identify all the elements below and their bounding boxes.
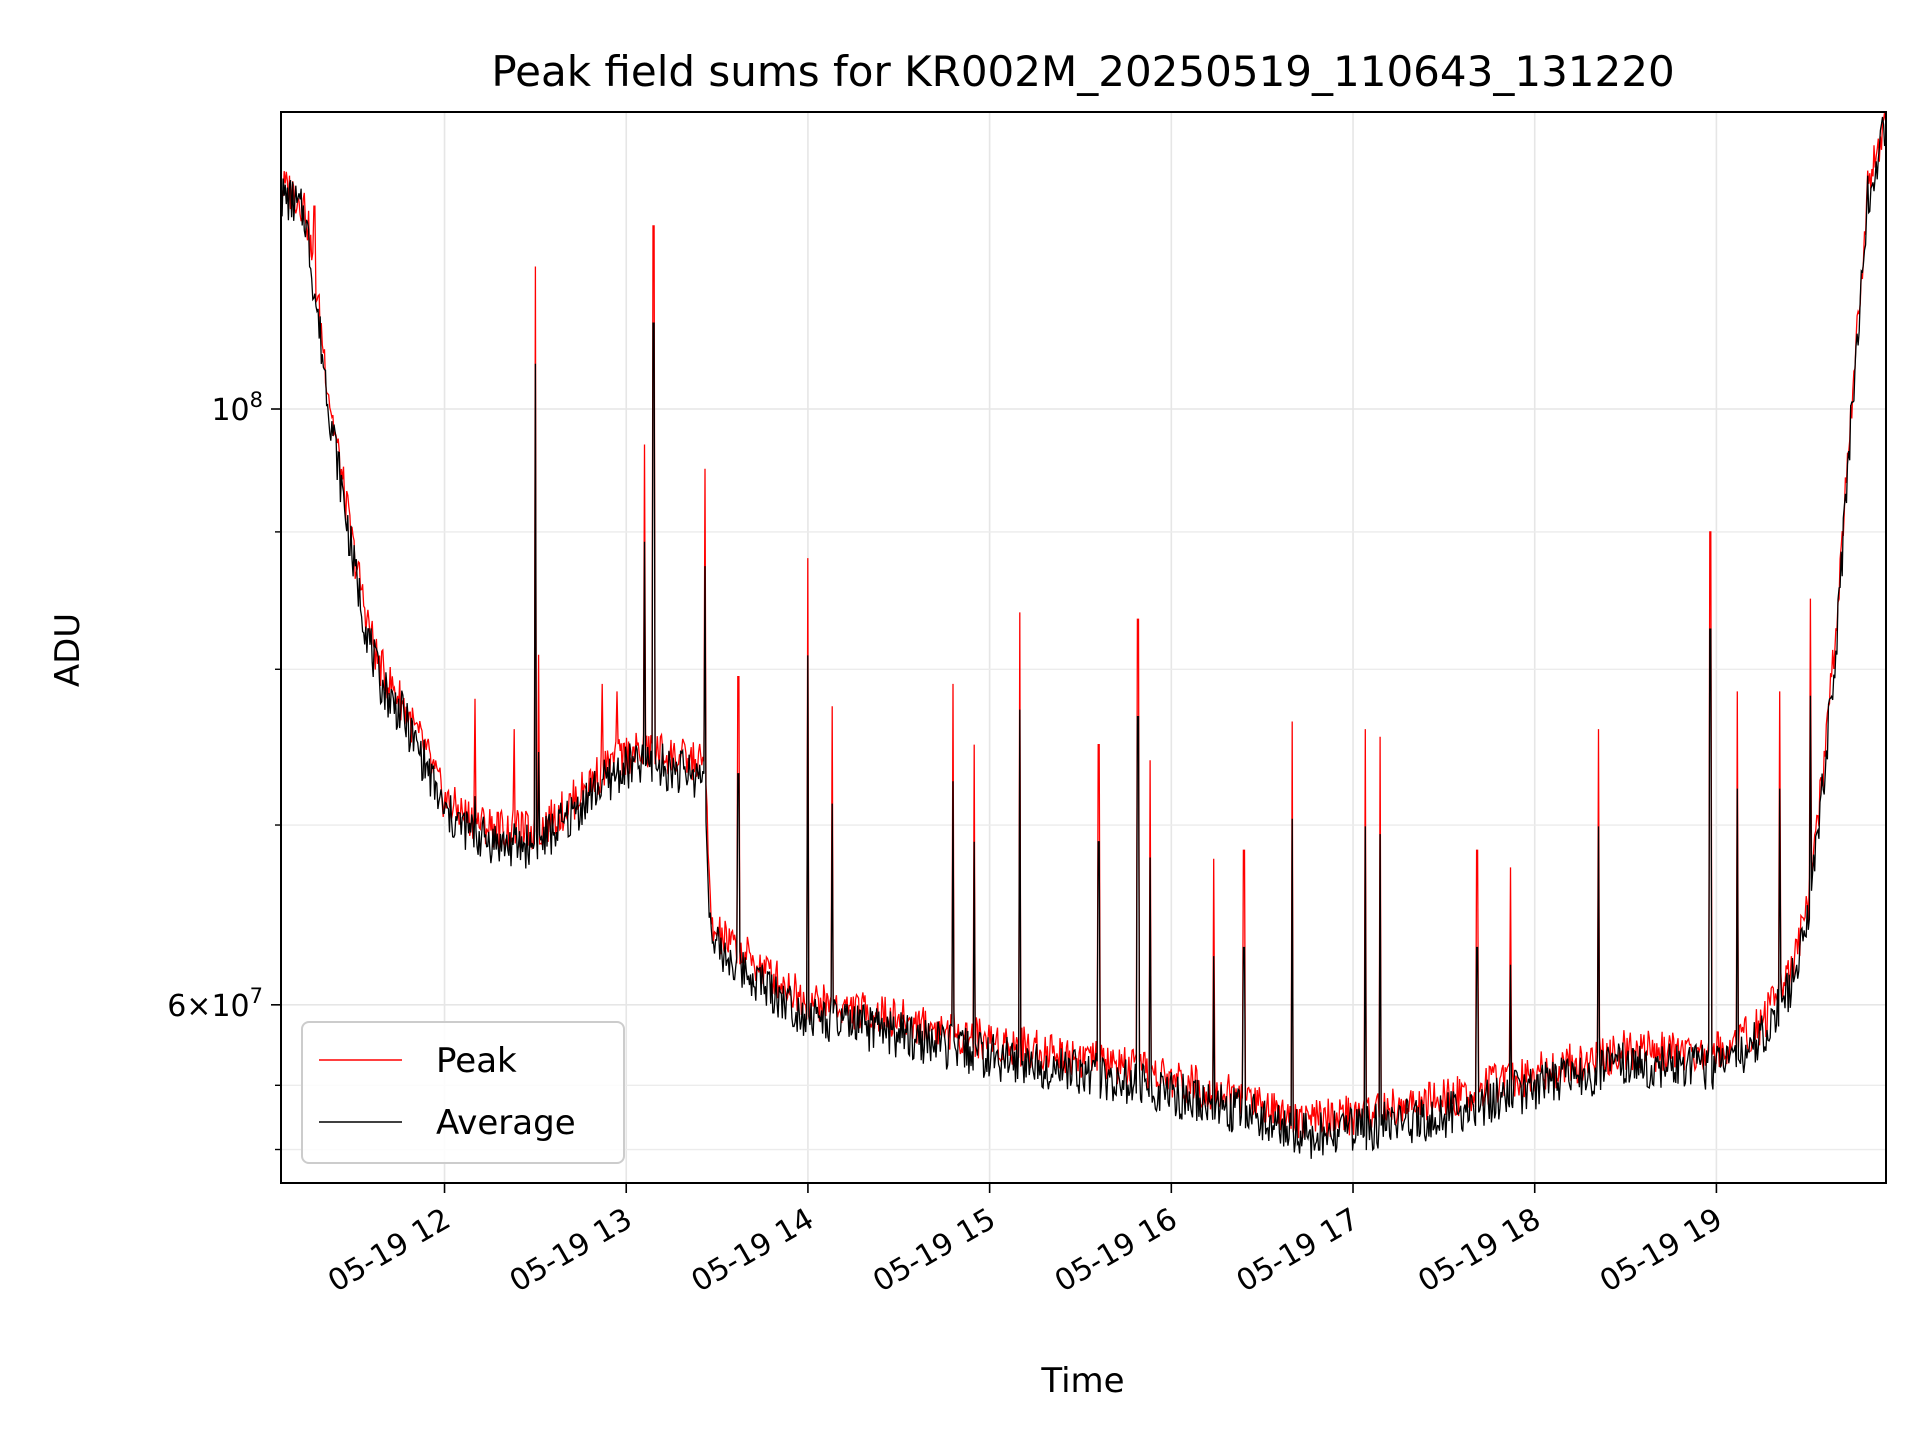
grid-lines bbox=[281, 112, 1886, 1183]
y-axis-label: ADU bbox=[48, 613, 88, 687]
chart-title: Peak field sums for KR002M_20250519_1106… bbox=[491, 47, 1674, 96]
y-tick-label: 108 bbox=[211, 388, 263, 428]
plot-area-frame bbox=[280, 111, 1887, 1184]
legend-box bbox=[301, 1021, 625, 1164]
legend-label-average: Average bbox=[436, 1103, 576, 1143]
legend-label-peak: Peak bbox=[436, 1041, 517, 1081]
y-tick-label: 6×107 bbox=[167, 984, 263, 1024]
legend: Peak Average bbox=[301, 1021, 625, 1164]
series-line-peak bbox=[280, 111, 1887, 1139]
series-lines bbox=[280, 111, 1887, 1159]
series-line-average bbox=[280, 116, 1887, 1159]
x-axis-label: Time bbox=[1040, 1361, 1124, 1401]
